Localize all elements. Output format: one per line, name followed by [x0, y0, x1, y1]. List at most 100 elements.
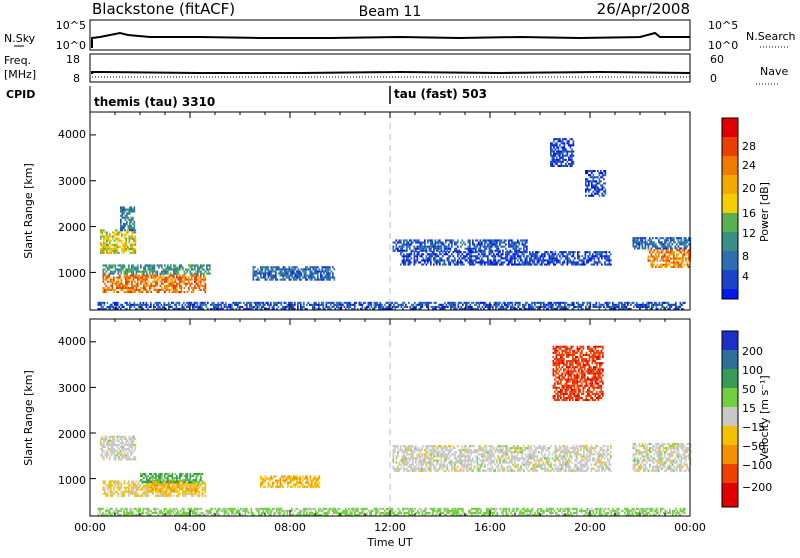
data-cell [120, 304, 122, 306]
data-cell [564, 146, 566, 148]
data-cell [170, 493, 172, 495]
data-cell [117, 248, 119, 250]
data-cell [587, 189, 589, 191]
data-cell [688, 239, 690, 241]
data-cell [230, 508, 232, 510]
data-cell [562, 138, 564, 140]
data-cell [196, 279, 198, 281]
data-cell [454, 264, 456, 266]
data-cell [257, 304, 259, 306]
data-cell [662, 304, 664, 306]
data-cell [138, 512, 140, 514]
data-cell [518, 304, 520, 306]
data-cell [128, 483, 130, 485]
data-cell [137, 493, 139, 495]
data-cell [481, 253, 483, 255]
data-cell [679, 247, 681, 249]
data-cell [617, 304, 619, 306]
data-cell [245, 510, 247, 512]
data-cell [270, 304, 272, 306]
data-cell [434, 306, 436, 308]
data-cell [112, 289, 114, 291]
data-cell [103, 291, 105, 293]
data-cell [482, 302, 484, 304]
data-cell [118, 231, 120, 233]
data-cell [162, 306, 164, 308]
data-cell [275, 268, 277, 270]
data-cell [109, 246, 111, 248]
data-cell [166, 273, 168, 275]
data-cell [468, 302, 470, 304]
data-cell [194, 490, 196, 492]
data-cell [442, 242, 444, 244]
data-cell [585, 306, 587, 308]
data-cell [108, 442, 110, 444]
data-cell [542, 302, 544, 304]
data-cell [543, 259, 545, 261]
data-cell [585, 172, 587, 174]
data-cell [607, 255, 609, 257]
data-cell [205, 271, 207, 273]
data-cell [271, 475, 273, 477]
data-cell [541, 264, 543, 266]
data-cell [133, 267, 135, 269]
data-cell [421, 255, 423, 257]
data-cell [333, 304, 335, 306]
data-cell [113, 291, 115, 293]
data-cell [651, 247, 653, 249]
data-cell [169, 267, 171, 269]
data-cell [278, 272, 280, 274]
data-cell [154, 486, 156, 488]
data-cell [555, 163, 557, 165]
data-cell [495, 302, 497, 304]
data-cell [234, 302, 236, 304]
data-cell [604, 264, 606, 266]
data-cell [170, 488, 172, 490]
data-cell [418, 242, 420, 244]
data-cell [161, 488, 163, 490]
data-cell [227, 306, 229, 308]
data-cell [657, 247, 659, 249]
data-cell [487, 257, 489, 259]
data-cell [242, 306, 244, 308]
data-cell [500, 306, 502, 308]
data-cell [503, 302, 505, 304]
data-cell [188, 269, 190, 271]
data-cell [293, 475, 295, 477]
data-cell [155, 277, 157, 279]
data-cell [184, 487, 186, 489]
data-cell [118, 452, 120, 454]
data-cell [123, 512, 125, 514]
data-cell [417, 242, 419, 244]
data-cell [134, 485, 136, 487]
data-cell [511, 244, 513, 246]
data-cell [658, 241, 660, 243]
data-cell [602, 172, 604, 174]
data-cell [121, 483, 123, 485]
data-cell [430, 261, 432, 263]
data-cell [116, 508, 118, 510]
data-cell [652, 266, 654, 268]
data-cell [561, 302, 563, 304]
data-cell [112, 244, 114, 246]
data-cell [421, 253, 423, 255]
data-cell [519, 302, 521, 304]
data-cell [311, 486, 313, 488]
data-cell [121, 485, 123, 487]
data-cell [129, 238, 131, 240]
data-cell [444, 264, 446, 266]
data-cell [524, 306, 526, 308]
data-cell [501, 264, 503, 266]
data-cell [164, 271, 166, 273]
data-cell [587, 302, 589, 304]
data-cell [143, 508, 145, 510]
data-cell [603, 170, 605, 172]
data-cell [670, 247, 672, 249]
data-cell [114, 458, 116, 460]
data-cell [153, 508, 155, 510]
data-cell [140, 279, 142, 281]
data-cell [678, 262, 680, 264]
data-cell [110, 495, 112, 497]
data-cell [522, 244, 524, 246]
data-cell [430, 239, 432, 241]
